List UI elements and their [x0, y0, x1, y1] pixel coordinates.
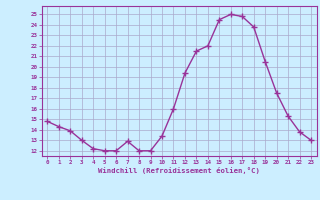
X-axis label: Windchill (Refroidissement éolien,°C): Windchill (Refroidissement éolien,°C): [98, 167, 260, 174]
